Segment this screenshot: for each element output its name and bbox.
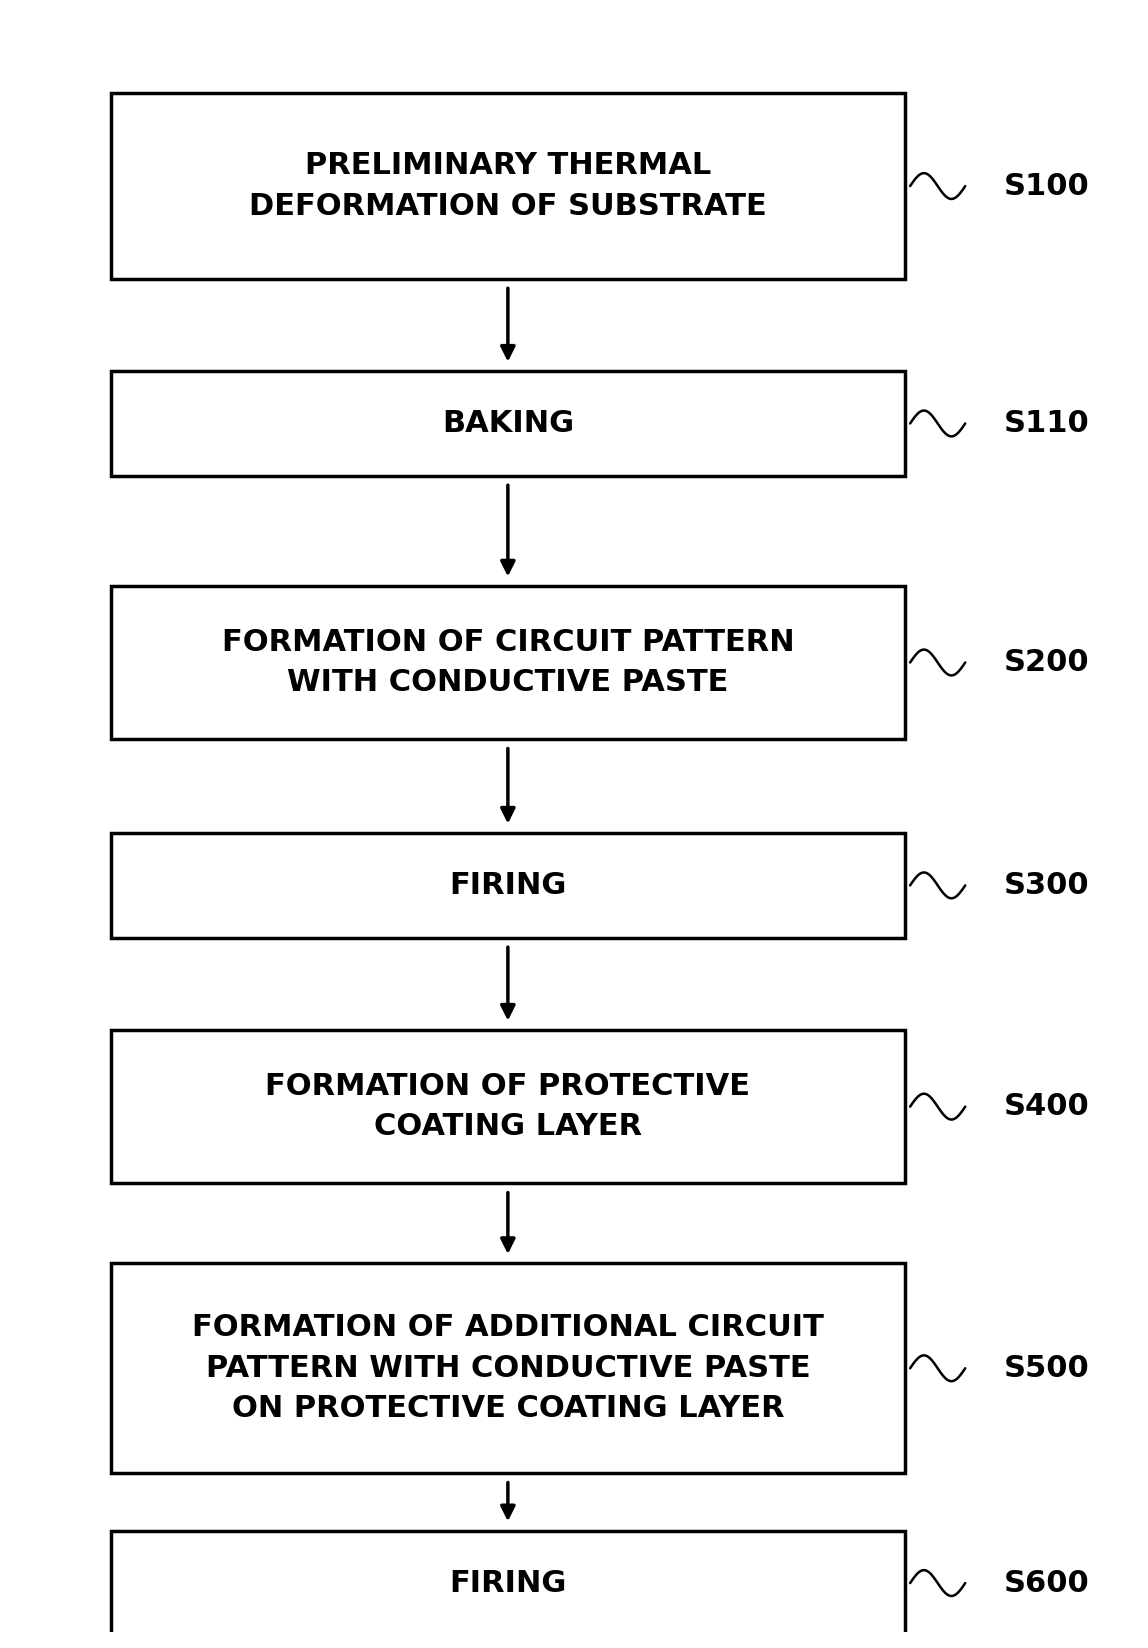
FancyBboxPatch shape — [111, 1264, 905, 1473]
Text: FIRING: FIRING — [449, 870, 567, 900]
Text: S110: S110 — [1003, 409, 1089, 438]
Text: S200: S200 — [1003, 648, 1089, 677]
Text: PRELIMINARY THERMAL
DEFORMATION OF SUBSTRATE: PRELIMINARY THERMAL DEFORMATION OF SUBST… — [249, 152, 767, 221]
FancyBboxPatch shape — [111, 585, 905, 740]
FancyBboxPatch shape — [111, 1030, 905, 1183]
Text: FIRING: FIRING — [449, 1569, 567, 1597]
Text: S100: S100 — [1003, 171, 1089, 201]
Text: BAKING: BAKING — [442, 409, 574, 438]
Text: FORMATION OF CIRCUIT PATTERN
WITH CONDUCTIVE PASTE: FORMATION OF CIRCUIT PATTERN WITH CONDUC… — [222, 628, 794, 697]
Text: S400: S400 — [1003, 1093, 1089, 1121]
Text: S300: S300 — [1003, 870, 1089, 900]
FancyBboxPatch shape — [111, 832, 905, 938]
FancyBboxPatch shape — [111, 94, 905, 279]
FancyBboxPatch shape — [111, 371, 905, 476]
Text: S500: S500 — [1003, 1353, 1089, 1383]
Text: FORMATION OF PROTECTIVE
COATING LAYER: FORMATION OF PROTECTIVE COATING LAYER — [265, 1071, 751, 1142]
Text: FORMATION OF ADDITIONAL CIRCUIT
PATTERN WITH CONDUCTIVE PASTE
ON PROTECTIVE COAT: FORMATION OF ADDITIONAL CIRCUIT PATTERN … — [192, 1313, 824, 1424]
FancyBboxPatch shape — [111, 1531, 905, 1635]
Text: S600: S600 — [1003, 1569, 1089, 1597]
